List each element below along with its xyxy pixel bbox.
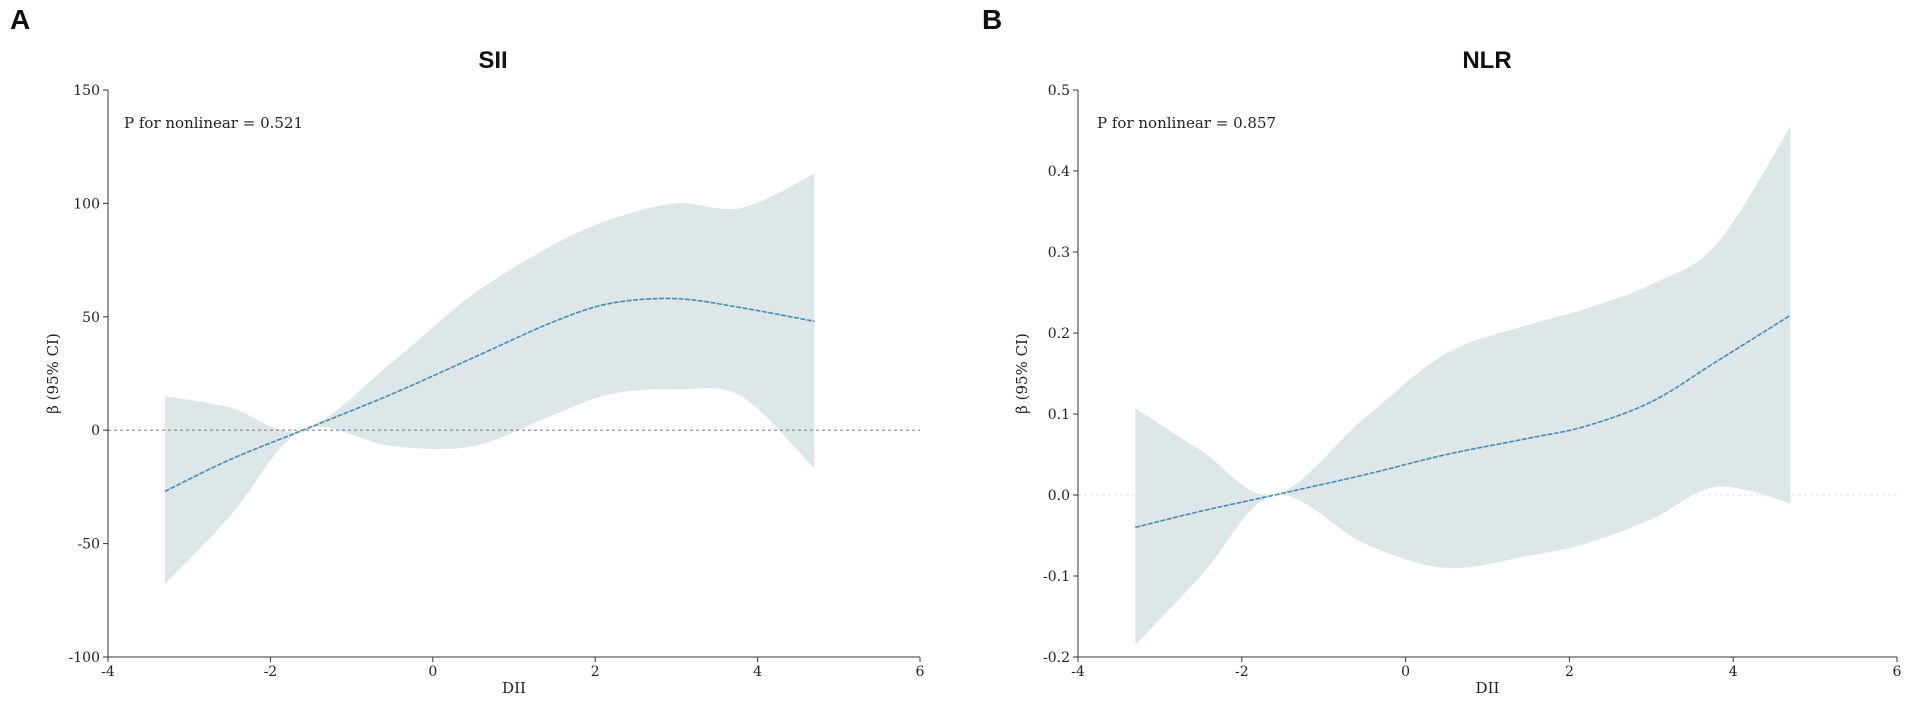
- x-tick-label-a: 6: [916, 664, 925, 680]
- y-tick-label-a: 0: [91, 423, 100, 439]
- x-tick-label-a: -4: [101, 664, 115, 680]
- x-axis-label-a: DII: [502, 679, 526, 697]
- chart-svg-b: -0.2 -0.1 0.0 0.1 0.2 0.3 0.4 0.5 -4 -2 0 2 4 6 NLR P f…: [1013, 47, 1902, 697]
- ci-band-b: [1135, 126, 1791, 645]
- y-tick-label-a: -50: [77, 537, 100, 553]
- chart-title-b: NLR: [1462, 47, 1511, 74]
- ci-band-a: [164, 173, 815, 585]
- y-tick-label-b: 0.5: [1048, 83, 1070, 99]
- x-tick-label-a: -2: [264, 664, 278, 680]
- chart-title-a: SII: [478, 47, 507, 74]
- estimate-line-a: [164, 297, 815, 493]
- y-tick-label-b: 0.4: [1048, 164, 1070, 180]
- panel-letter-b: B: [982, 4, 1003, 35]
- p-nonlinear-annotation-b: P for nonlinear = 0.857: [1097, 114, 1276, 132]
- chart-svg-a: -100 -50 0 50 100 150 -4 -2 0 2 4 6 SII P for nonline…: [44, 47, 925, 697]
- panel-b: B -0.2 -0.1 0.0 0.1 0.2 0.3 0.4 0.5 -4 -2 0 2 4 6 NLR P…: [957, 0, 1914, 705]
- y-tick-label-a: 50: [82, 310, 100, 326]
- y-tick-label-b: 0.1: [1048, 407, 1070, 423]
- x-tick-label-b: -2: [1235, 664, 1249, 680]
- x-tick-label-b: 2: [1565, 664, 1574, 680]
- y-tick-label-a: 150: [73, 83, 100, 99]
- y-axis-label-b: β (95% CI): [1013, 333, 1031, 414]
- x-tick-label-a: 2: [591, 664, 600, 680]
- x-tick-label-b: 4: [1729, 664, 1738, 680]
- x-tick-label-b: -4: [1071, 664, 1085, 680]
- x-tick-label-b: 6: [1893, 664, 1902, 680]
- y-tick-label-b: 0.2: [1048, 326, 1070, 342]
- y-tick-label-b: -0.1: [1043, 569, 1070, 585]
- x-tick-label-b: 0: [1401, 664, 1410, 680]
- x-tick-label-a: 0: [428, 664, 437, 680]
- x-tick-label-a: 4: [753, 664, 762, 680]
- y-tick-label-b: 0.3: [1048, 245, 1070, 261]
- panel-letter-a: A: [10, 4, 31, 35]
- p-nonlinear-annotation-a: P for nonlinear = 0.521: [124, 114, 303, 132]
- estimate-line-b: [1135, 314, 1791, 529]
- y-tick-label-b: 0.0: [1048, 488, 1070, 504]
- x-axis-label-b: DII: [1476, 679, 1500, 697]
- y-tick-label-a: 100: [73, 196, 100, 212]
- y-tick-label-a: -100: [69, 650, 100, 666]
- panel-a: A -100 -50 0 50 100 150 -4 -2 0 2 4 6 SII P for nonli…: [10, 4, 925, 697]
- y-axis-label-a: β (95% CI): [44, 333, 62, 414]
- y-tick-label-b: -0.2: [1043, 650, 1070, 666]
